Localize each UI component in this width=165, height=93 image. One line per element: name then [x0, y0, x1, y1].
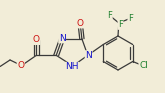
Text: NH: NH	[65, 62, 79, 71]
Text: Cl: Cl	[139, 61, 148, 70]
Text: F: F	[128, 14, 133, 23]
Text: F: F	[107, 11, 112, 20]
Text: O: O	[77, 19, 84, 28]
Text: O: O	[17, 61, 24, 70]
Text: N: N	[85, 51, 92, 60]
Text: F: F	[118, 20, 123, 29]
Text: O: O	[33, 36, 40, 44]
Text: N: N	[59, 34, 66, 43]
